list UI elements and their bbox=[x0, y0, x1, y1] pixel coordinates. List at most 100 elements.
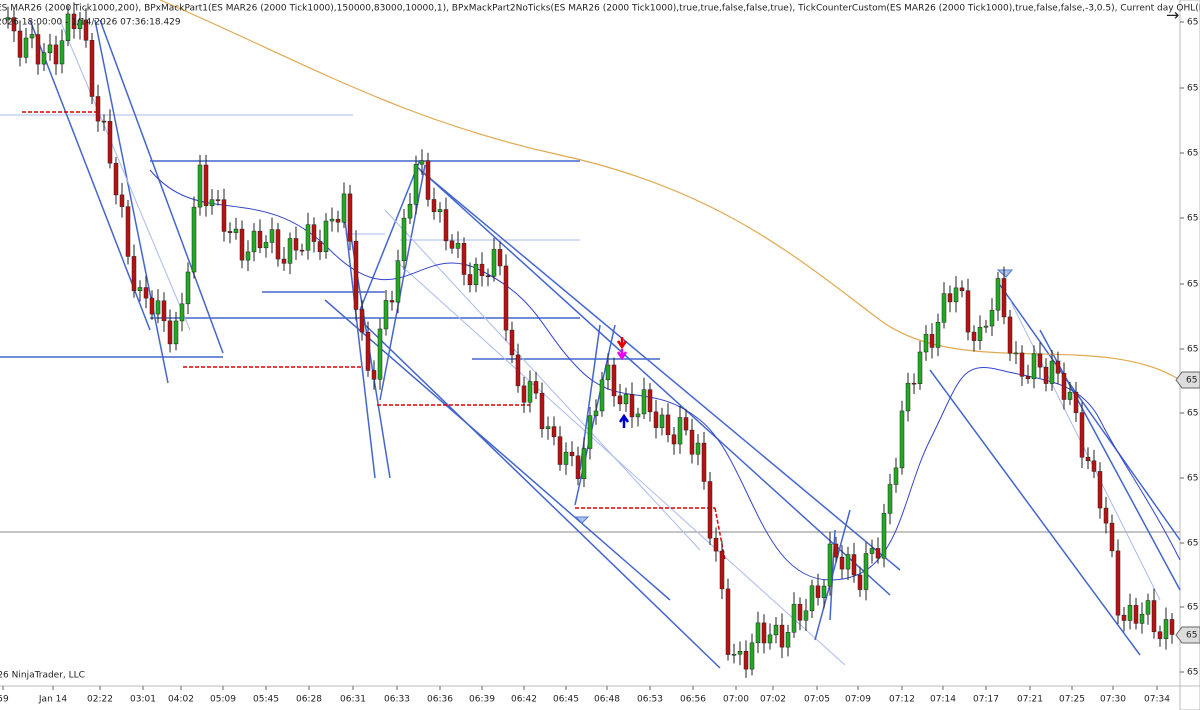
triangle bbox=[996, 269, 1014, 278]
candle-body bbox=[857, 574, 863, 590]
candle-body bbox=[23, 37, 29, 58]
time-label: 02:22 bbox=[87, 695, 113, 705]
candle-body bbox=[1115, 550, 1121, 616]
candle-body bbox=[131, 256, 137, 291]
candle-body bbox=[125, 206, 131, 257]
candle-body bbox=[311, 224, 317, 242]
candle-body bbox=[731, 653, 737, 656]
candle-body bbox=[197, 164, 203, 208]
candle-body bbox=[1019, 352, 1025, 377]
candle-body bbox=[281, 258, 287, 264]
candle-body bbox=[119, 194, 125, 207]
candle-body bbox=[83, 19, 89, 41]
plot-area bbox=[0, 0, 1180, 686]
candle-body bbox=[1085, 456, 1091, 462]
candle-body bbox=[641, 389, 647, 415]
candle-body bbox=[383, 300, 389, 330]
candle-body bbox=[539, 392, 545, 429]
candle-body bbox=[1133, 605, 1139, 624]
candle-body bbox=[293, 238, 299, 251]
drawn-line bbox=[394, 259, 846, 666]
expand-arrow[interactable]: → bbox=[1166, 6, 1179, 25]
time-label: 03:01 bbox=[130, 695, 156, 705]
candle-body bbox=[389, 300, 395, 303]
candle-body bbox=[329, 218, 335, 222]
candle-body bbox=[815, 585, 821, 598]
price-marker-box bbox=[1175, 371, 1200, 389]
time-label: 04:02 bbox=[168, 695, 194, 705]
arrow-down bbox=[616, 349, 628, 361]
candle-body bbox=[5, 17, 11, 21]
time-label: 59 bbox=[0, 695, 9, 705]
candle-body bbox=[965, 290, 971, 333]
candle-body bbox=[521, 385, 527, 403]
drawn-line bbox=[344, 219, 376, 479]
time-label: 06:33 bbox=[384, 695, 410, 705]
candle-body bbox=[431, 199, 437, 212]
candle-body bbox=[155, 300, 161, 315]
price-label: 65 bbox=[1187, 149, 1198, 159]
price-label: 65 bbox=[1187, 18, 1198, 28]
candle-body bbox=[863, 553, 869, 590]
indicator-header: ES MAR26 (2000 Tick1000,200), BPxMackPar… bbox=[0, 4, 1200, 14]
time-label: 07:14 bbox=[930, 695, 956, 705]
candle-body bbox=[743, 651, 749, 670]
candle-body bbox=[575, 455, 581, 479]
candle-body bbox=[149, 297, 155, 315]
candle-body bbox=[1091, 460, 1097, 472]
time-label: 06:42 bbox=[511, 695, 537, 705]
candle-body bbox=[971, 331, 977, 341]
triangle bbox=[574, 516, 590, 524]
time-label: 05:09 bbox=[210, 695, 236, 705]
candle-body bbox=[593, 410, 599, 416]
candle-body bbox=[551, 426, 557, 437]
candle-body bbox=[509, 329, 515, 356]
candle-body bbox=[701, 442, 707, 482]
candle-body bbox=[209, 199, 215, 206]
candle-body bbox=[371, 370, 377, 380]
candle-body bbox=[455, 243, 461, 249]
candle-body bbox=[179, 303, 185, 322]
candle-body bbox=[1109, 522, 1115, 552]
price-axis bbox=[1179, 0, 1200, 710]
time-label: 06:53 bbox=[637, 695, 663, 705]
candle-body bbox=[449, 240, 455, 249]
candle-body bbox=[1043, 366, 1049, 384]
candle-body bbox=[935, 322, 941, 348]
candle-body bbox=[1163, 619, 1169, 639]
candle-body bbox=[143, 287, 149, 299]
candle-body bbox=[611, 364, 617, 397]
candle-body bbox=[587, 415, 593, 449]
candle-body bbox=[275, 229, 281, 260]
candle-body bbox=[473, 263, 479, 286]
candle-body bbox=[335, 218, 341, 223]
candle-body bbox=[413, 163, 419, 205]
time-label: 06:36 bbox=[427, 695, 453, 705]
time-label: 06:45 bbox=[553, 695, 579, 705]
candle-body bbox=[269, 229, 275, 243]
candle-body bbox=[365, 331, 371, 371]
candle-body bbox=[635, 413, 641, 418]
candle-body bbox=[809, 585, 815, 612]
candle-body bbox=[425, 160, 431, 200]
time-label: 07:21 bbox=[1017, 695, 1043, 705]
candle-body bbox=[65, 13, 71, 41]
time-label: 06:48 bbox=[594, 695, 620, 705]
time-label: 06:28 bbox=[296, 695, 322, 705]
candle-body bbox=[173, 320, 179, 345]
candle-body bbox=[899, 410, 905, 469]
candle-body bbox=[581, 448, 587, 479]
candle-body bbox=[479, 263, 485, 276]
candle-body bbox=[707, 481, 713, 539]
candle-body bbox=[395, 260, 401, 303]
candle-body bbox=[239, 228, 245, 261]
candle-body bbox=[491, 249, 497, 277]
price-marker-box bbox=[1175, 626, 1200, 644]
time-label: 05:45 bbox=[253, 695, 279, 705]
candle-body bbox=[905, 382, 911, 412]
candle-body bbox=[1007, 316, 1013, 354]
price-label: 65 bbox=[1187, 409, 1198, 419]
arrow-up bbox=[618, 413, 630, 428]
range-header: 2026 18:00:00 - 1/14/2026 07:36:18.429 bbox=[0, 18, 181, 28]
time-label: 07:00 bbox=[723, 695, 749, 705]
